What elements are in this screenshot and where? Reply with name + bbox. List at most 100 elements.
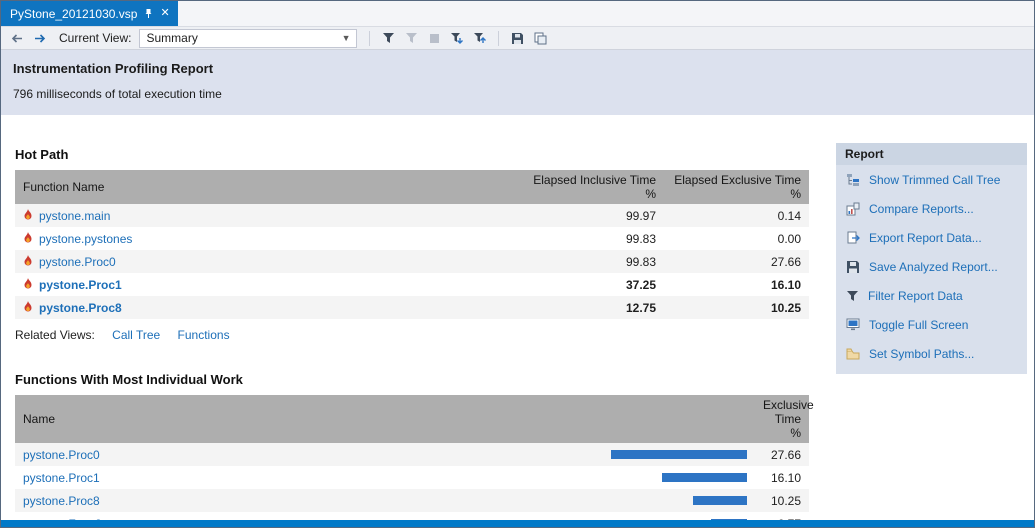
column-exclusive-time[interactable]: Elapsed Exclusive Time %	[664, 170, 809, 204]
hot-path-header-row: Function Name Elapsed Inclusive Time % E…	[15, 170, 809, 204]
report-item-filter-report-data[interactable]: Filter Report Data	[836, 281, 1027, 310]
chevron-down-icon: ▼	[341, 33, 351, 43]
report-link[interactable]: Save Analyzed Report...	[869, 259, 998, 274]
toolbar-separator	[369, 30, 371, 46]
flame-icon	[23, 231, 33, 244]
related-link-call-tree[interactable]: Call Tree	[112, 328, 161, 342]
report-link[interactable]: Filter Report Data	[868, 288, 963, 303]
function-link[interactable]: pystone.main	[39, 208, 111, 223]
hot-path-row: pystone.Proc0 99.83 27.66	[15, 250, 809, 273]
function-link[interactable]: pystone.Proc8	[23, 493, 100, 508]
function-link[interactable]: pystone.Proc0	[23, 447, 100, 462]
save-analyzed-report-icon	[846, 260, 860, 274]
current-view-label: Current View:	[59, 31, 132, 45]
column-name[interactable]: Name	[15, 395, 603, 443]
exclusive-value: 0.14	[777, 208, 801, 223]
save-icon[interactable]	[507, 28, 527, 48]
stop-icon[interactable]	[424, 28, 444, 48]
function-link[interactable]: pystone.Proc1	[39, 277, 122, 292]
column-function-name[interactable]: Function Name	[15, 170, 519, 204]
inclusive-value: 99.97	[625, 208, 656, 223]
exclusive-value: 16.10	[770, 277, 801, 292]
individual-work-row: pystone.Proc0 27.66	[15, 443, 809, 466]
report-link[interactable]: Show Trimmed Call Tree	[869, 172, 1001, 187]
function-link[interactable]: pystone.Proc8	[39, 300, 122, 315]
report-link[interactable]: Set Symbol Paths...	[869, 346, 975, 361]
view-dropdown[interactable]: Summary ▼	[139, 28, 358, 48]
document-tab[interactable]: PyStone_20121030.vsp ✕	[1, 1, 178, 26]
apply-filter-icon[interactable]	[447, 28, 467, 48]
inclusive-value: 12.75	[625, 300, 656, 315]
inclusive-value: 37.25	[625, 277, 656, 292]
report-link[interactable]: Export Report Data...	[869, 230, 982, 245]
individual-work-table: Name Exclusive Time % pystone.Proc0 27.6…	[15, 395, 814, 527]
hot-path-row: pystone.Proc1 37.25 16.10	[15, 273, 809, 296]
column-inclusive-time[interactable]: Elapsed Inclusive Time %	[519, 170, 664, 204]
forward-arrow-icon[interactable]	[30, 28, 50, 48]
flame-icon	[23, 208, 33, 221]
clear-filter-icon[interactable]	[470, 28, 490, 48]
exclusive-value: 27.66	[770, 254, 801, 269]
remove-filter-icon[interactable]	[401, 28, 421, 48]
report-item-show-trimmed-call-tree[interactable]: Show Trimmed Call Tree	[836, 165, 1027, 194]
related-views: Related Views: Call Tree Functions	[15, 328, 1034, 342]
hot-path-row: pystone.pystones 99.83 0.00	[15, 227, 809, 250]
main-content: Hot Path Function Name Elapsed Inclusive…	[1, 147, 1034, 527]
function-link[interactable]: pystone.Proc1	[23, 470, 100, 485]
close-icon[interactable]: ✕	[160, 7, 170, 19]
exclusive-value: 10.25	[770, 300, 801, 315]
report-item-compare-reports[interactable]: Compare Reports...	[836, 194, 1027, 223]
export-report-data-icon	[846, 231, 860, 245]
view-dropdown-value: Summary	[146, 31, 198, 45]
toolbar: Current View: Summary ▼	[1, 27, 1034, 50]
filter-icon[interactable]	[378, 28, 398, 48]
exclusive-value: 27.66	[770, 447, 801, 462]
inclusive-value: 99.83	[625, 254, 656, 269]
individual-work-title: Functions With Most Individual Work	[15, 372, 243, 387]
symbol-paths-icon	[846, 348, 860, 360]
time-bar	[662, 473, 747, 482]
column-bar	[603, 395, 755, 443]
full-screen-icon	[846, 318, 860, 331]
copy-icon[interactable]	[530, 28, 550, 48]
exclusive-value: 10.25	[770, 493, 801, 508]
time-bar	[611, 450, 747, 459]
function-link[interactable]: pystone.pystones	[39, 231, 133, 246]
toolbar-separator	[498, 30, 500, 46]
hot-path-title: Hot Path	[15, 147, 69, 162]
exclusive-value: 0.00	[777, 231, 801, 246]
trimmed-call-tree-icon	[846, 173, 860, 187]
individual-work-row: pystone.Proc8 10.25	[15, 489, 809, 512]
report-link[interactable]: Compare Reports...	[869, 201, 974, 216]
flame-icon	[23, 300, 33, 313]
report-panel: Report Show Trimmed Call Tree Compare Re…	[836, 143, 1027, 374]
column-exclusive-time[interactable]: Exclusive Time %	[755, 395, 814, 443]
exclusive-value: 16.10	[770, 470, 801, 485]
hot-path-row: pystone.Proc8 12.75 10.25	[15, 296, 809, 319]
report-subtitle: 796 milliseconds of total execution time	[13, 87, 222, 101]
report-item-set-symbol-paths[interactable]: Set Symbol Paths...	[836, 339, 1027, 368]
document-tab-strip: PyStone_20121030.vsp ✕	[1, 1, 1034, 27]
pin-icon[interactable]	[144, 8, 153, 19]
status-strip	[1, 520, 1034, 527]
report-item-save-analyzed-report[interactable]: Save Analyzed Report...	[836, 252, 1027, 281]
inclusive-value: 99.83	[625, 231, 656, 246]
report-item-export-report-data[interactable]: Export Report Data...	[836, 223, 1027, 252]
back-arrow-icon[interactable]	[7, 28, 27, 48]
function-link[interactable]: pystone.Proc0	[39, 254, 116, 269]
individual-work-row: pystone.Proc1 16.10	[15, 466, 809, 489]
related-views-label: Related Views:	[15, 328, 95, 342]
tab-title: PyStone_20121030.vsp	[10, 6, 138, 21]
flame-icon	[23, 277, 33, 290]
hot-path-row: pystone.main 99.97 0.14	[15, 204, 809, 227]
report-panel-title: Report	[836, 143, 1027, 165]
report-link[interactable]: Toggle Full Screen	[869, 317, 969, 332]
compare-reports-icon	[846, 202, 860, 216]
related-link-functions[interactable]: Functions	[177, 328, 230, 342]
filter-report-data-icon	[846, 290, 859, 302]
report-banner: Instrumentation Profiling Report 796 mil…	[1, 50, 1034, 115]
report-item-toggle-full-screen[interactable]: Toggle Full Screen	[836, 310, 1027, 339]
report-title: Instrumentation Profiling Report	[13, 61, 214, 76]
hot-path-table: Function Name Elapsed Inclusive Time % E…	[15, 170, 809, 319]
